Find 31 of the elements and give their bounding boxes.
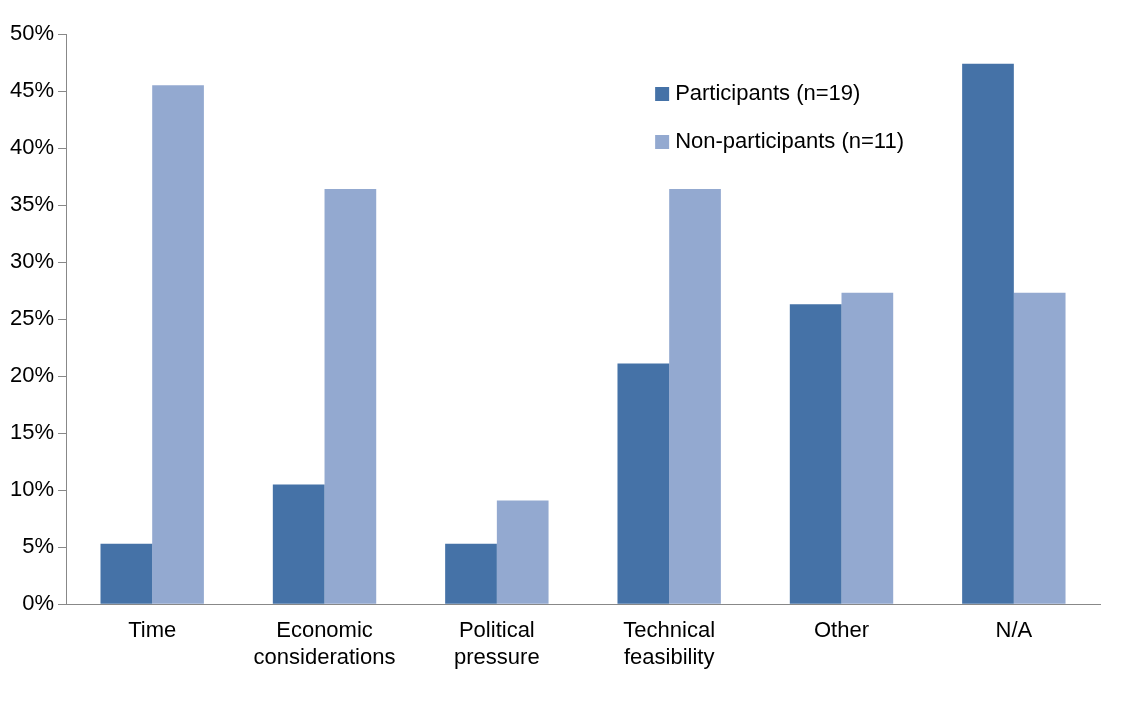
- bar: [496, 500, 549, 604]
- y-tick-label: 50%: [9, 20, 55, 46]
- bar: [445, 543, 497, 604]
- bar: [1013, 292, 1066, 604]
- bar: [324, 189, 377, 604]
- bar: [152, 85, 204, 604]
- y-tick-label: 20%: [9, 362, 55, 388]
- legend-label: Participants (n=19): [675, 80, 861, 106]
- x-tick-label: Time: [128, 617, 177, 643]
- y-tick-label: 35%: [9, 191, 55, 217]
- x-tick-label: Other: [813, 617, 870, 643]
- y-tick-label: 5%: [22, 533, 55, 559]
- bar: [100, 543, 153, 604]
- bar: [841, 292, 894, 604]
- bar: [789, 304, 842, 604]
- bar: [669, 189, 721, 604]
- y-tick-label: 10%: [9, 476, 55, 502]
- y-tick-label: 15%: [9, 419, 55, 445]
- y-tick-label: 45%: [9, 77, 55, 103]
- legend-label: Non-participants (n=11): [675, 128, 904, 154]
- bar: [272, 484, 325, 604]
- y-tick-label: 30%: [9, 248, 55, 274]
- x-tick-label: Economic considerations: [253, 617, 396, 669]
- x-tick-label: Political pressure: [454, 617, 540, 669]
- bar: [617, 363, 670, 604]
- bar: [962, 63, 1014, 604]
- y-tick-label: 0%: [22, 590, 55, 616]
- y-tick-label: 40%: [9, 134, 55, 160]
- x-tick-label: Technical feasibility: [623, 617, 716, 669]
- y-tick-label: 25%: [9, 305, 55, 331]
- x-tick-label: N/A: [995, 617, 1033, 643]
